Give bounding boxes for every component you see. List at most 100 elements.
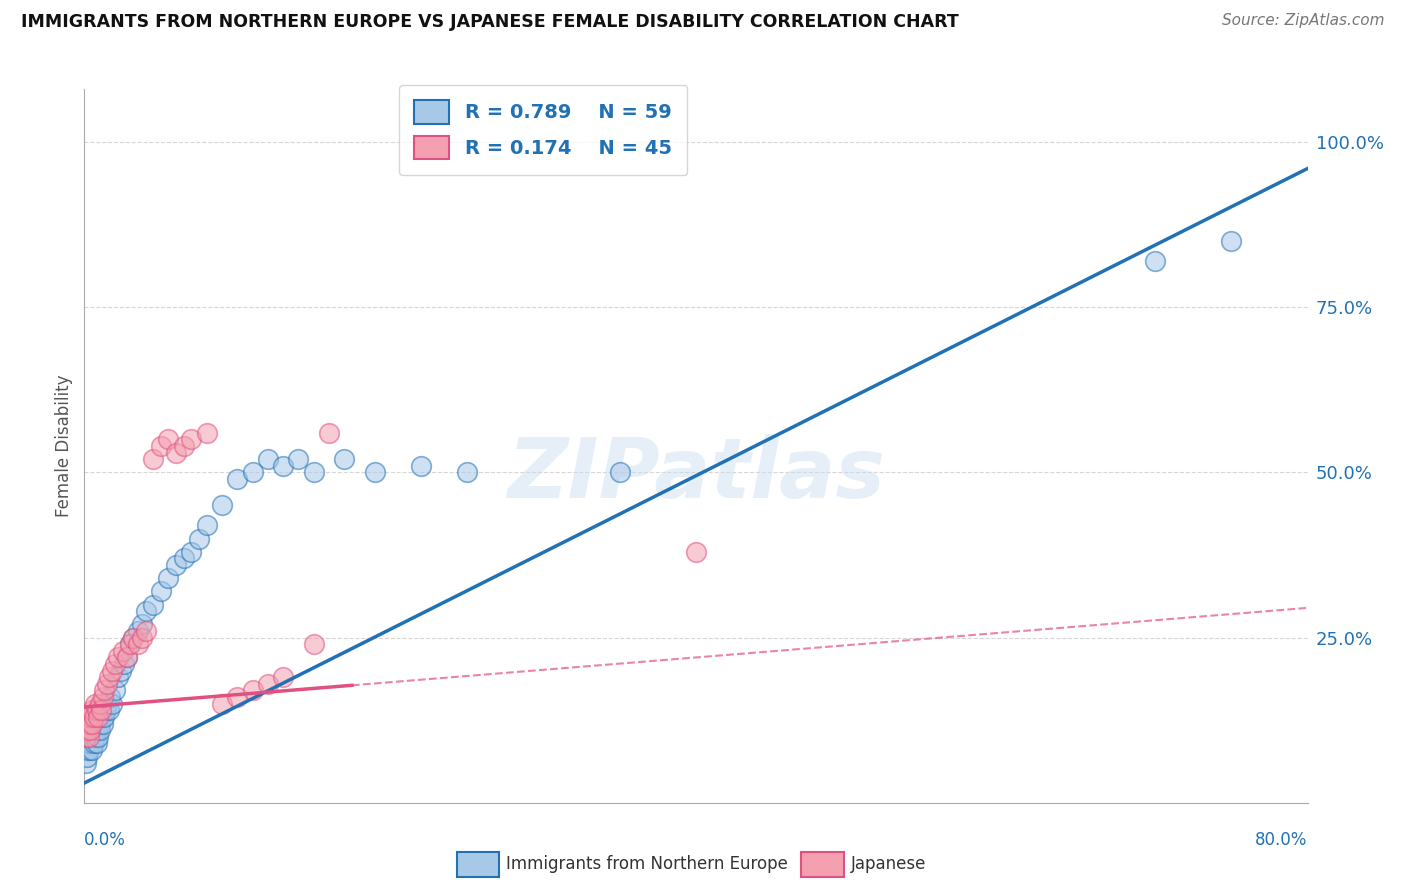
- Point: [195, 425, 218, 440]
- Point: [456, 466, 478, 480]
- Point: [94, 703, 117, 717]
- Point: [173, 551, 195, 566]
- Point: [131, 617, 153, 632]
- Point: [75, 716, 97, 731]
- Point: [107, 650, 129, 665]
- Point: [180, 433, 202, 447]
- Point: [86, 703, 108, 717]
- Point: [86, 723, 108, 738]
- Point: [96, 677, 118, 691]
- Point: [1143, 254, 1166, 268]
- Point: [90, 710, 112, 724]
- Point: [226, 690, 249, 704]
- Point: [79, 710, 101, 724]
- Point: [115, 650, 138, 665]
- Point: [271, 458, 294, 473]
- Y-axis label: Female Disability: Female Disability: [55, 375, 73, 517]
- Point: [318, 425, 340, 440]
- Point: [409, 458, 432, 473]
- Point: [188, 532, 211, 546]
- Point: [120, 637, 142, 651]
- Point: [226, 472, 249, 486]
- Point: [98, 690, 121, 704]
- Point: [120, 637, 142, 651]
- Point: [302, 466, 325, 480]
- Point: [165, 445, 187, 459]
- Point: [101, 664, 124, 678]
- Point: [302, 637, 325, 651]
- Point: [364, 466, 387, 480]
- Point: [257, 677, 280, 691]
- Point: [89, 723, 111, 738]
- Point: [165, 558, 187, 572]
- Point: [104, 657, 127, 671]
- Point: [115, 650, 138, 665]
- Point: [96, 697, 118, 711]
- Point: [211, 499, 233, 513]
- Point: [90, 703, 112, 717]
- Point: [83, 723, 105, 738]
- Point: [97, 703, 120, 717]
- Point: [79, 723, 101, 738]
- Point: [87, 710, 110, 724]
- Point: [107, 670, 129, 684]
- Point: [1220, 234, 1243, 248]
- Text: 0.0%: 0.0%: [84, 831, 127, 849]
- Point: [173, 439, 195, 453]
- Point: [157, 571, 180, 585]
- Point: [76, 723, 98, 738]
- Point: [142, 452, 165, 467]
- Point: [80, 730, 103, 744]
- Point: [271, 670, 294, 684]
- Point: [84, 697, 107, 711]
- Point: [80, 703, 103, 717]
- Point: [149, 584, 172, 599]
- Point: [180, 545, 202, 559]
- Point: [257, 452, 280, 467]
- Point: [135, 604, 157, 618]
- Point: [110, 664, 132, 678]
- Point: [83, 710, 105, 724]
- Point: [122, 631, 145, 645]
- Point: [142, 598, 165, 612]
- Point: [97, 670, 120, 684]
- Point: [91, 716, 114, 731]
- Point: [93, 710, 115, 724]
- Text: Japanese: Japanese: [851, 855, 927, 873]
- Point: [89, 716, 111, 731]
- Point: [157, 433, 180, 447]
- Point: [91, 690, 114, 704]
- Point: [101, 697, 124, 711]
- Legend: R = 0.789    N = 59, R = 0.174    N = 45: R = 0.789 N = 59, R = 0.174 N = 45: [399, 85, 688, 175]
- Point: [84, 730, 107, 744]
- Point: [79, 723, 101, 738]
- Point: [76, 749, 98, 764]
- Point: [111, 644, 134, 658]
- Point: [131, 631, 153, 645]
- Point: [75, 756, 97, 771]
- Point: [77, 743, 100, 757]
- Point: [127, 624, 149, 638]
- Point: [127, 637, 149, 651]
- Point: [242, 683, 264, 698]
- Point: [77, 730, 100, 744]
- Point: [77, 730, 100, 744]
- Point: [89, 697, 111, 711]
- Point: [211, 697, 233, 711]
- Point: [104, 683, 127, 698]
- Point: [79, 736, 101, 750]
- Point: [76, 710, 98, 724]
- Point: [242, 466, 264, 480]
- Text: 80.0%: 80.0%: [1256, 831, 1308, 849]
- Point: [287, 452, 309, 467]
- Point: [80, 716, 103, 731]
- Text: Source: ZipAtlas.com: Source: ZipAtlas.com: [1222, 13, 1385, 29]
- Point: [86, 736, 108, 750]
- Point: [83, 736, 105, 750]
- Point: [135, 624, 157, 638]
- Point: [76, 736, 98, 750]
- Point: [333, 452, 356, 467]
- Point: [87, 730, 110, 744]
- Text: ZIPatlas: ZIPatlas: [508, 434, 884, 515]
- Point: [149, 439, 172, 453]
